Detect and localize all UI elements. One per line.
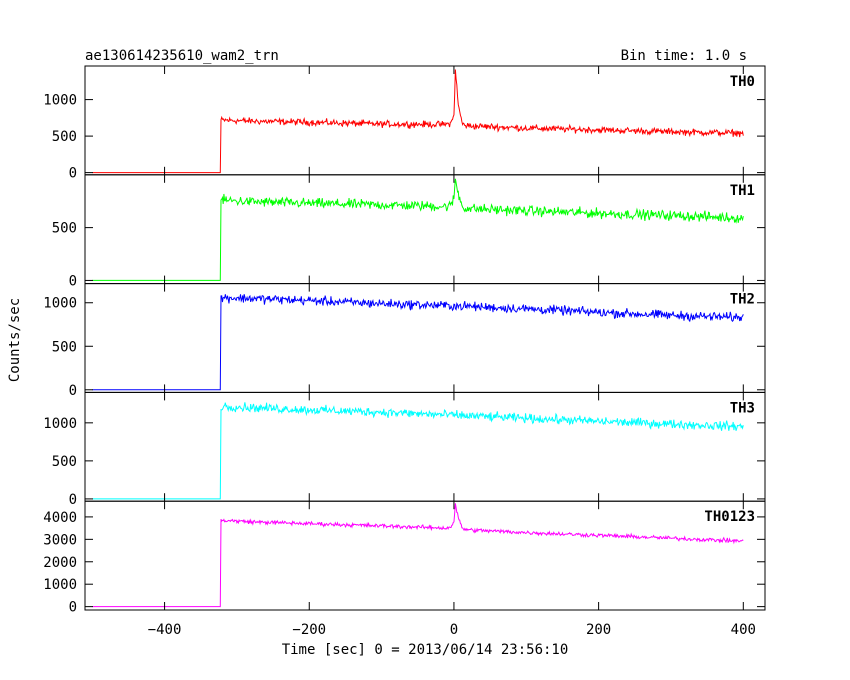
- panel-frame: [84, 65, 766, 176]
- y-tick-label: 500: [52, 339, 77, 355]
- series-line-th0: [92, 69, 744, 174]
- panel-th3: 0 500 1000 TH3: [43, 391, 766, 508]
- y-tick-label: 2000: [43, 555, 77, 571]
- x-tick-label: −400: [148, 622, 182, 638]
- panel-frame: [84, 500, 766, 611]
- y-tick-label: 3000: [43, 532, 77, 548]
- panel-frame: [84, 391, 766, 502]
- panel-frame: [84, 174, 766, 285]
- series-label-th0: TH0: [730, 74, 755, 90]
- y-tick-label: 500: [52, 221, 77, 237]
- series-label-th3: TH3: [730, 400, 755, 416]
- bin-time-label: Bin time: 1.0 s: [621, 48, 747, 64]
- series-line-th0123: [92, 503, 744, 608]
- panel-th1: 0 500 TH1: [52, 174, 766, 289]
- y-axis-label: Counts/sec: [7, 298, 23, 382]
- series-label-th2: TH2: [730, 292, 755, 308]
- panel-th2: 0 500 1000 TH2: [43, 283, 766, 399]
- y-tick-label: 1000: [43, 296, 77, 312]
- series-label-th1: TH1: [730, 183, 755, 199]
- y-tick-label: 1000: [43, 577, 77, 593]
- x-tick-label: −200: [292, 622, 326, 638]
- panels-group: 0 500 1000 TH0 0 500 TH1 0 500 1000 TH2 0 500 1000 TH3…: [43, 65, 766, 638]
- y-tick-label: 0: [69, 383, 77, 399]
- x-tick-label: 400: [731, 622, 756, 638]
- y-tick-label: 0: [69, 600, 77, 616]
- x-tick-label: 0: [450, 622, 458, 638]
- y-tick-label: 1000: [43, 93, 77, 109]
- y-tick-label: 4000: [43, 510, 77, 526]
- series-line-th1: [92, 178, 744, 281]
- y-tick-label: 500: [52, 454, 77, 470]
- y-tick-label: 0: [69, 492, 77, 508]
- chart-title: ae130614235610_wam2_trn: [85, 48, 279, 64]
- panel-th0: 0 500 1000 TH0: [43, 65, 766, 182]
- x-tick-label: 200: [586, 622, 611, 638]
- series-label-th0123: TH0123: [704, 509, 755, 525]
- series-line-th2: [92, 294, 744, 391]
- y-tick-label: 0: [69, 166, 77, 182]
- series-line-th3: [92, 402, 744, 500]
- panel-frame: [84, 283, 766, 393]
- y-tick-label: 500: [52, 129, 77, 145]
- y-tick-label: 0: [69, 273, 77, 289]
- y-tick-label: 1000: [43, 416, 77, 432]
- x-axis-label: Time [sec] 0 = 2013/06/14 23:56:10: [282, 642, 569, 658]
- panel-th0123: 0 1000 2000 3000 4000 TH0123: [43, 500, 766, 616]
